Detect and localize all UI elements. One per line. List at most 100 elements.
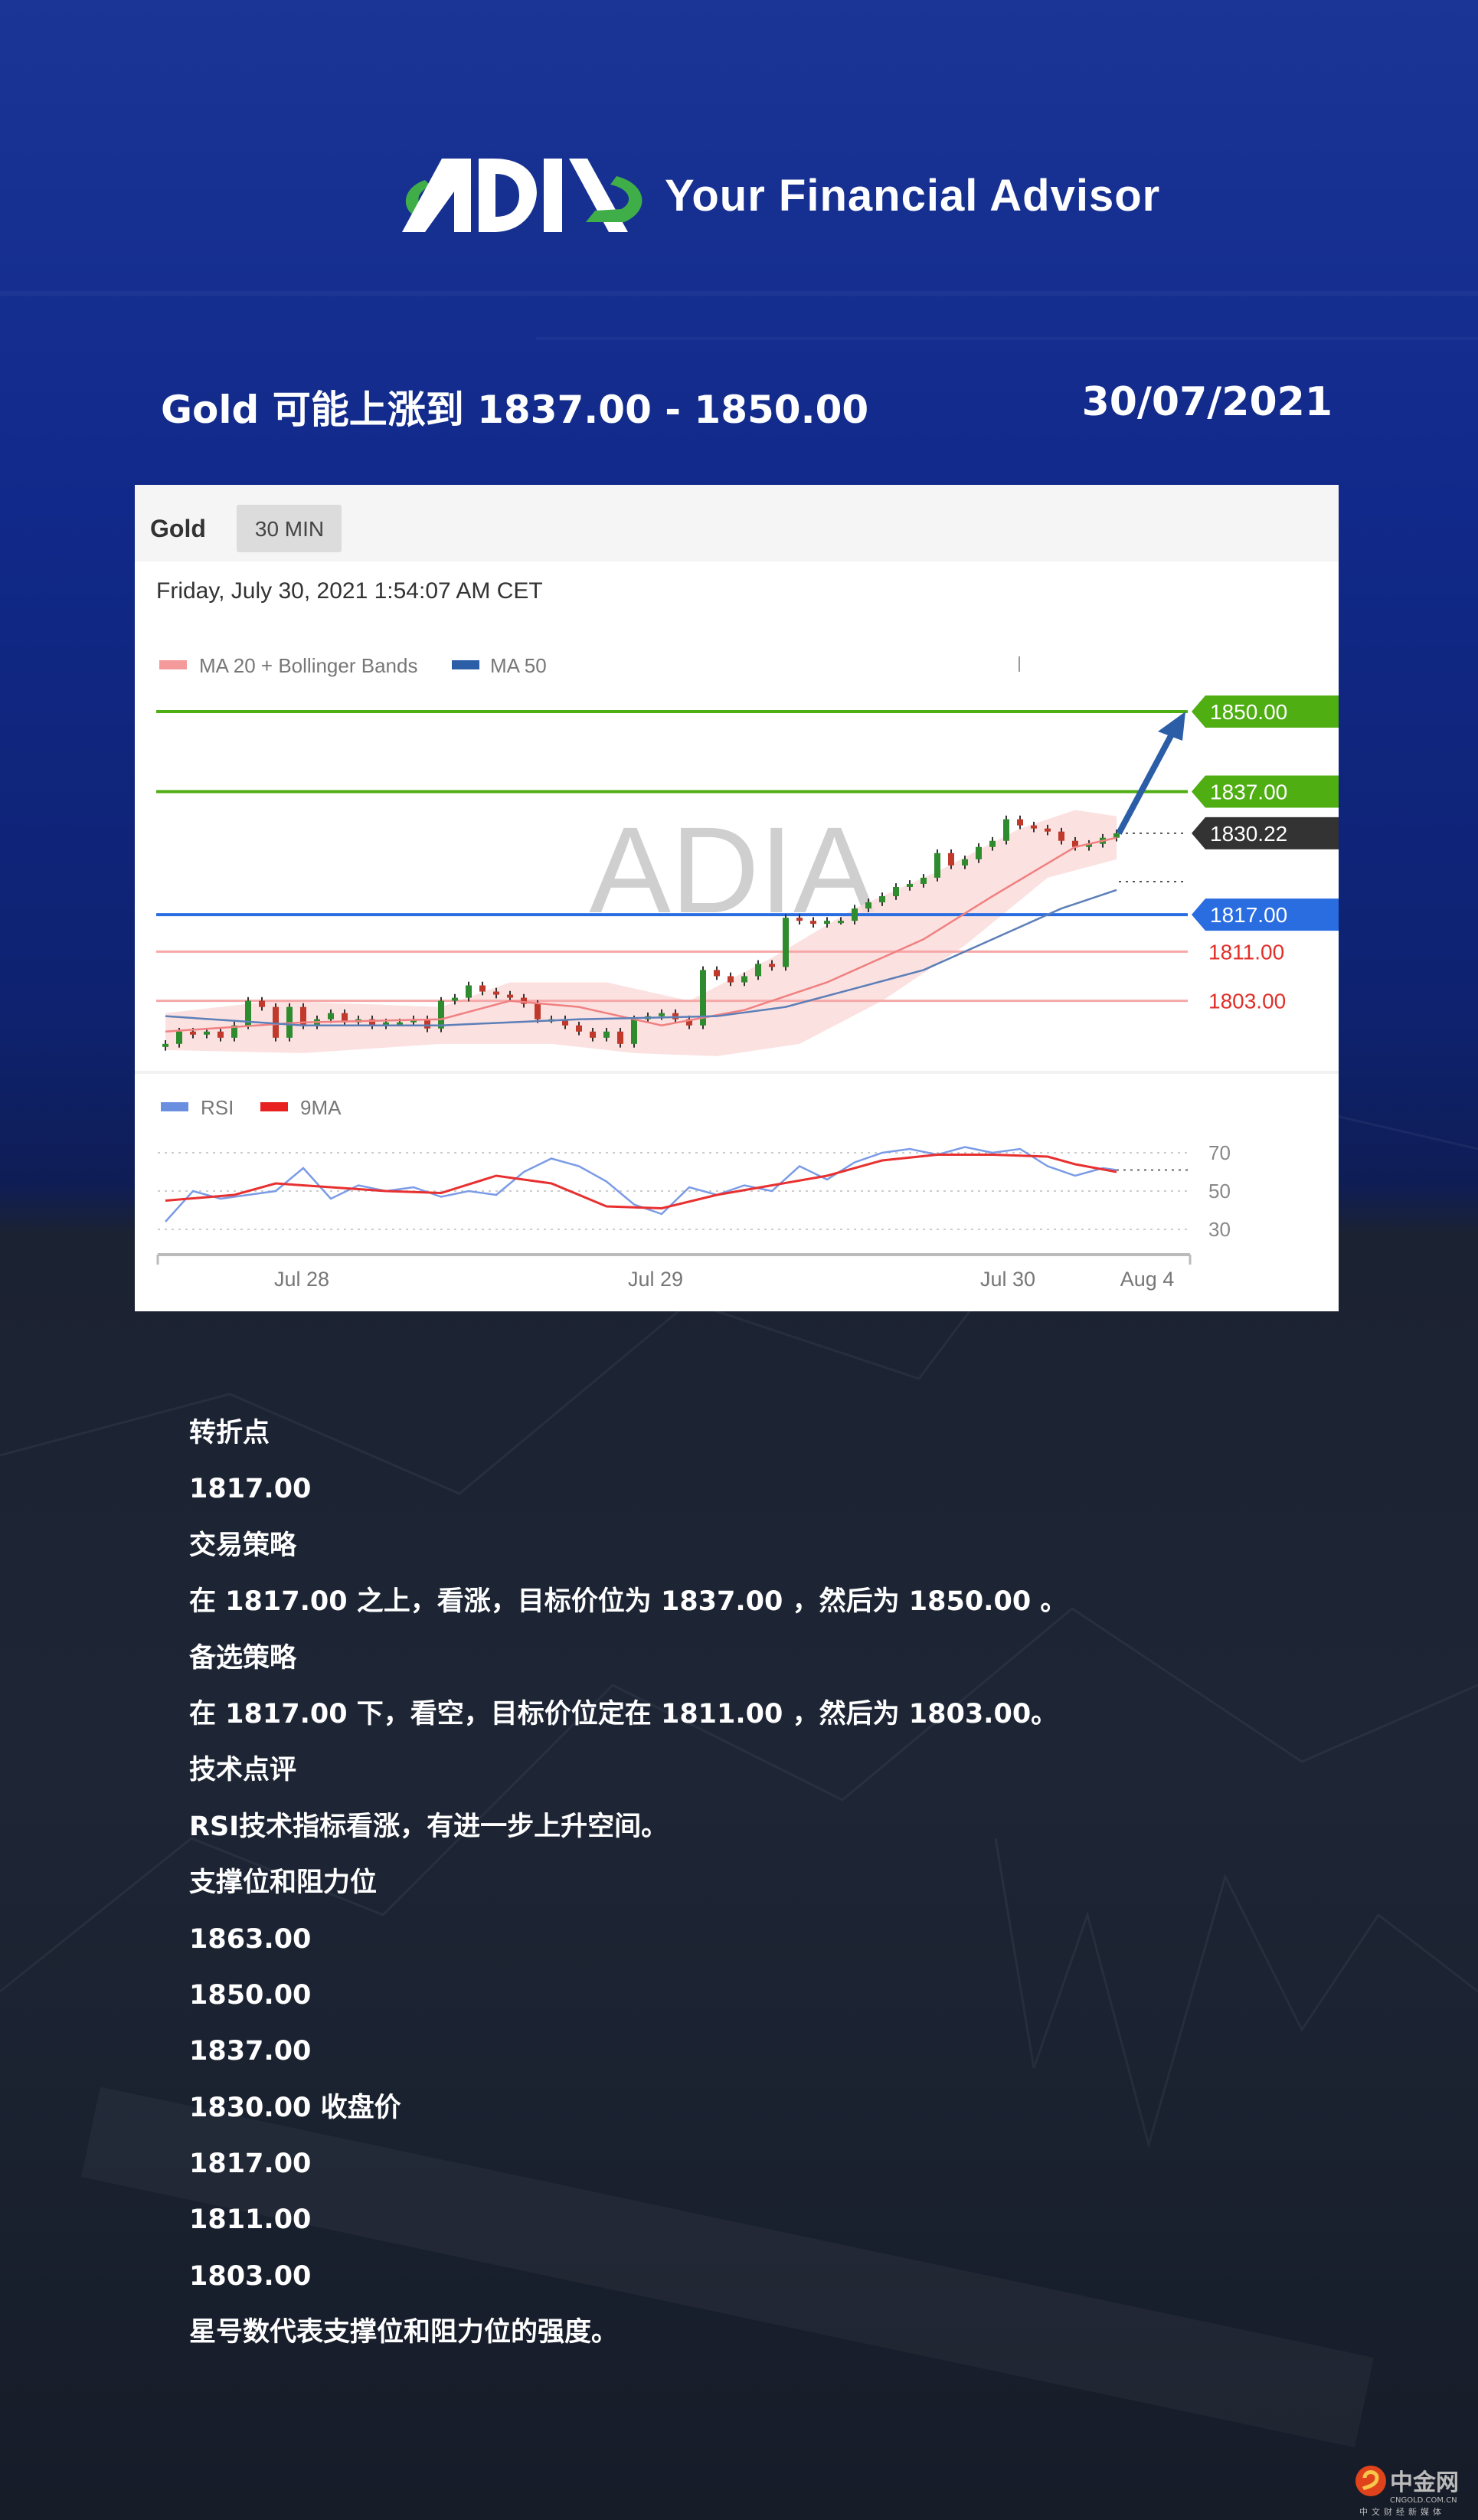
timeframe-button[interactable]	[237, 505, 342, 552]
candle-body	[493, 991, 499, 995]
level-1850: 1850.00	[189, 1979, 312, 2011]
candle-body	[769, 964, 775, 967]
bollinger-band	[165, 810, 1117, 1056]
candle-body	[507, 994, 513, 998]
candle-body	[438, 1000, 444, 1029]
level-1817: 1817.00	[189, 2149, 312, 2180]
legend-rsi: RSI	[201, 1096, 234, 1119]
level-1803: 1803.00	[189, 2260, 312, 2292]
candle-body	[879, 896, 885, 903]
level-1830-close: 1830.00 收盘价	[189, 2092, 401, 2123]
x-tick-jul28: Jul 28	[274, 1268, 329, 1291]
candle-body	[976, 846, 982, 859]
candle-body	[259, 1000, 265, 1007]
rsi-9ma-line	[165, 1154, 1117, 1210]
candle-body	[1031, 825, 1037, 829]
candle-body	[700, 970, 706, 1026]
svg-text:中金网: 中金网	[1390, 2469, 1459, 2496]
legend-swatch-9ma	[260, 1102, 288, 1111]
alternative-text: 在 1817.00 下，看空，目标价位定在 1811.00 ，然后为 1803.…	[189, 1698, 1058, 1730]
heading-comment: 技术点评	[189, 1755, 297, 1786]
level-1837: 1837.00	[189, 2036, 312, 2067]
candle-body	[714, 970, 720, 977]
comment-text: RSI技术指标看涨，有进一步上升空间。	[189, 1811, 669, 1842]
candle-body	[989, 840, 996, 847]
candle-body	[190, 1031, 196, 1035]
candle-body	[1017, 819, 1023, 826]
heading-pivot: 转折点	[189, 1418, 270, 1448]
level-label-1811.00: 1811.00	[1208, 940, 1284, 964]
level-label-1830.22: 1830.22	[1210, 822, 1287, 846]
heading-levels: 支撑位和阻力位	[189, 1867, 378, 1899]
strategy-text: 在 1817.00 之上，看涨，目标价位为 1837.00 ，然后为 1850.…	[189, 1586, 1068, 1618]
legend-swatch-ma20	[159, 660, 187, 669]
chart-watermark: ADIA	[589, 801, 875, 938]
svg-text:CNGOLD.COM.CN: CNGOLD.COM.CN	[1390, 2496, 1457, 2505]
rsi-line	[165, 1146, 1117, 1222]
pane-divider	[135, 1071, 1339, 1074]
chart-timestamp: Friday, July 30, 2021 1:54:07 AM CET	[156, 578, 543, 604]
candle-body	[452, 997, 458, 1001]
candle-body	[838, 921, 844, 924]
candle-body	[783, 918, 789, 967]
candle-body	[948, 853, 954, 866]
candle-body	[962, 859, 968, 866]
candle-body	[631, 1019, 637, 1044]
level-1863: 1863.00	[189, 1923, 312, 1955]
candle-body	[1086, 843, 1092, 847]
legend-ma50: MA 50	[490, 654, 547, 677]
level-1811: 1811.00	[189, 2204, 312, 2236]
candle-body	[934, 853, 940, 878]
pivot-value: 1817.00	[189, 1474, 312, 1505]
legend-swatch-ma50	[452, 660, 479, 669]
heading-strategy: 交易策略	[189, 1530, 297, 1561]
candle-body	[562, 1019, 568, 1026]
x-tick-jul29: Jul 29	[628, 1268, 683, 1291]
candle-body	[686, 1019, 692, 1026]
candle-body	[1058, 831, 1064, 841]
analysis-notes: 转折点 1817.00 交易策略 在 1817.00 之上，看涨，目标价位为 1…	[189, 1406, 1067, 2361]
candle-body	[231, 1025, 237, 1038]
candle-body	[1003, 819, 1009, 841]
candle-body	[521, 997, 527, 1004]
level-label-1803.00: 1803.00	[1208, 990, 1286, 1013]
candle-body	[162, 1043, 168, 1047]
forecast-arrow-head	[1158, 712, 1185, 741]
level-tag-1837.00	[1192, 775, 1339, 808]
candle-body	[590, 1031, 596, 1038]
report-date: 30/07/2021	[1081, 379, 1332, 425]
candle-body	[741, 976, 747, 983]
rsi-tick-30: 30	[1208, 1218, 1231, 1241]
timeframe-label: 30 MIN	[255, 517, 324, 541]
candle-body	[424, 1019, 430, 1029]
candle-body	[176, 1031, 182, 1044]
candle-body	[893, 886, 899, 897]
candle-body	[397, 1022, 403, 1025]
candle-body	[617, 1031, 623, 1044]
page-title: Gold 可能上涨到 1837.00 - 1850.00	[161, 388, 869, 432]
level-tag-1830.22	[1192, 817, 1339, 849]
candle-body	[852, 908, 858, 921]
candle-body	[342, 1013, 348, 1023]
level-tag-1850.00	[1192, 695, 1339, 728]
candle-body	[328, 1013, 334, 1019]
x-tick-aug4: Aug 4	[1120, 1268, 1175, 1291]
svg-text:中文财经新媒体: 中文财经新媒体	[1359, 2506, 1445, 2517]
ma20-line	[165, 836, 1117, 1033]
level-label-1817.00: 1817.00	[1210, 903, 1287, 927]
crosshair-marker	[1019, 656, 1020, 672]
footnote: 星号数代表支撑位和阻力位的强度。	[189, 2317, 619, 2348]
level-tag-1817.00	[1192, 898, 1339, 931]
candle-body	[204, 1031, 210, 1035]
candle-body	[865, 902, 871, 909]
level-label-1837.00: 1837.00	[1210, 780, 1287, 803]
ma50-line	[165, 889, 1117, 1026]
candle-body	[824, 921, 830, 925]
candle-body	[603, 1031, 610, 1038]
candle-body	[369, 1019, 375, 1026]
candle-body	[1072, 840, 1078, 847]
candle-body	[1113, 833, 1120, 838]
candle-body	[466, 985, 472, 998]
candle-body	[273, 1006, 279, 1038]
tagline: Your Financial Advisor	[665, 171, 1161, 221]
